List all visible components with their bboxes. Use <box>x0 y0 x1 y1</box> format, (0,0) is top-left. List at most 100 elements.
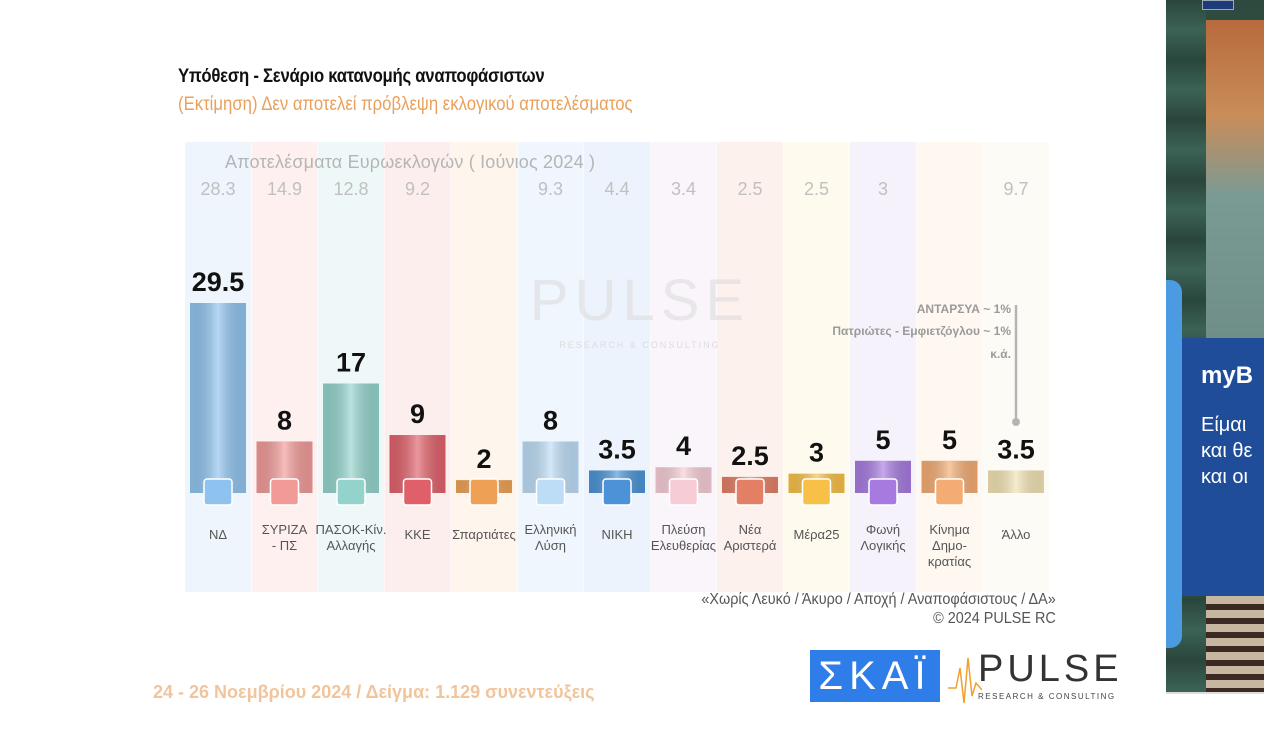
euro-result-label: 3 <box>878 179 888 199</box>
value-label: 29.5 <box>192 267 245 297</box>
niki-logo-icon <box>602 478 632 506</box>
value-label: 2.5 <box>731 441 769 471</box>
euro-result-label: 2.5 <box>737 179 762 199</box>
ad-photo <box>1206 20 1264 340</box>
euro-results-header: Αποτελέσματα Ευρωεκλογών ( Ιούνιος 2024 … <box>225 152 595 172</box>
category-label: Μέρα25 <box>794 527 840 542</box>
bar-shine <box>323 383 379 493</box>
annotation-line-3: κ.ά. <box>990 347 1011 361</box>
nea-aristera-logo-icon <box>735 478 765 506</box>
pulse-logo-text: PULSE <box>978 648 1123 690</box>
chart-subtitle: (Εκτίμηση) Δεν αποτελεί πρόβλεψη εκλογικ… <box>178 94 633 115</box>
mera25-logo-icon <box>801 478 832 506</box>
column-tint <box>717 142 783 592</box>
column-tint <box>251 142 318 592</box>
kke-logo-icon <box>402 478 433 506</box>
column-tint <box>318 142 384 592</box>
chart-slide: Υπόθεση - Σενάριο κατανομής αναποφάσιστω… <box>153 66 1119 708</box>
watermark-text: PULSE <box>530 268 750 333</box>
pulse-wave-icon <box>948 657 983 704</box>
euro-result-label: 9.3 <box>538 179 563 199</box>
ad-bottom-border <box>1166 692 1264 694</box>
copyright: © 2024 PULSE RC <box>933 610 1056 627</box>
category-label: ΠΑΣΟΚ-Κίν. <box>316 522 387 537</box>
ad-title[interactable]: myB <box>1201 362 1254 389</box>
category-label: Δημο- <box>932 538 967 553</box>
annotation-dot <box>1012 418 1020 426</box>
pulse-logo-subtext: RESEARCH & CONSULTING <box>978 692 1116 701</box>
value-label: 8 <box>277 405 292 435</box>
date-sample: 24 - 26 Νοεμβρίου 2024 / Δείγμα: 1.129 σ… <box>153 682 595 702</box>
category-label: Άλλο <box>1002 527 1031 542</box>
column-tint <box>384 142 451 592</box>
category-label: Αριστερά <box>724 538 777 553</box>
euro-result-label: 9.7 <box>1003 179 1028 199</box>
euro-result-label: 2.5 <box>804 179 829 199</box>
category-label: κρατίας <box>928 554 971 569</box>
skai-logo: ΣΚΑΪ <box>810 650 940 702</box>
euro-result-label: 9.2 <box>405 179 430 199</box>
euro-result-label: 3.4 <box>671 179 696 199</box>
pulse-watermark: PULSE RESEARCH & CONSULTING <box>530 268 750 350</box>
column-tint <box>650 142 717 592</box>
bar-shine <box>988 470 1044 493</box>
bar-shine <box>190 303 246 493</box>
pulse-logo: PULSE RESEARCH & CONSULTING <box>948 648 1119 708</box>
category-label: Κίνημα <box>929 522 970 537</box>
category-label: Νέα <box>739 522 762 537</box>
ad-text-line: και οι <box>1201 464 1252 490</box>
value-label: 3 <box>809 438 824 468</box>
value-label: 4 <box>676 431 691 461</box>
footer-note: «Χωρίς Λευκό / Άκυρο / Αποχή / Αναποφάσι… <box>702 590 1056 628</box>
advertisement-panel[interactable]: myB Είμαι και θε και οι <box>1166 0 1264 692</box>
column-tint <box>451 142 517 592</box>
ad-accent-tab <box>1166 280 1182 648</box>
elliniki-lysi-logo-icon <box>535 478 566 506</box>
ad-text-box[interactable] <box>1182 338 1264 596</box>
category-label: Φωνή <box>866 522 900 537</box>
category-label: Λύση <box>535 538 566 553</box>
category-label: ΝΔ <box>209 527 227 542</box>
kinima-dimokratias-logo-icon <box>934 478 965 506</box>
value-label: 3.5 <box>997 434 1035 464</box>
category-label: - ΠΣ <box>272 538 297 553</box>
euro-result-label: 12.8 <box>333 179 368 199</box>
euro-result-label: 4.4 <box>604 179 629 199</box>
value-label: 5 <box>875 425 890 455</box>
column-tint <box>916 142 983 592</box>
value-label: 3.5 <box>598 434 636 464</box>
category-label: Αλλαγής <box>327 538 376 553</box>
value-label: 5 <box>942 425 957 455</box>
category-label: Ελληνική <box>524 522 576 537</box>
ad-text-line: και θε <box>1201 440 1253 462</box>
chart-title: Υπόθεση - Σενάριο κατανομής αναποφάσιστω… <box>178 66 545 87</box>
others-annotation: ΑΝΤΑΡΣΥΑ ~ 1% Πατριώτες - Εμφιετζόγλου ~… <box>832 302 1020 426</box>
spartiates-logo-icon <box>469 478 499 506</box>
ad-text-line: Είμαι <box>1201 414 1247 436</box>
euro-result-label: 14.9 <box>267 179 302 199</box>
annotation-line-1: ΑΝΤΑΡΣΥΑ ~ 1% <box>917 302 1012 316</box>
column-tint <box>850 142 916 592</box>
watermark-subtext: RESEARCH & CONSULTING <box>559 340 720 350</box>
value-label: 17 <box>336 348 366 378</box>
column-tint <box>517 142 584 592</box>
value-label: 9 <box>410 399 425 429</box>
syriza-logo-icon <box>269 478 300 506</box>
euro-result-label: 28.3 <box>200 179 235 199</box>
ad-text-line-3: και οι <box>1201 466 1248 488</box>
pasok-logo-icon <box>336 478 366 506</box>
foni-logikis-logo-icon <box>868 478 898 506</box>
column-tint <box>783 142 850 592</box>
category-label: Λογικής <box>860 538 905 553</box>
category-label: ΣΥΡΙΖΑ <box>262 522 308 537</box>
ad-stairs-image <box>1206 596 1264 692</box>
annotation-line-2: Πατριώτες - Εμφιετζόγλου ~ 1% <box>832 324 1011 338</box>
column-tint <box>584 142 650 592</box>
value-label: 8 <box>543 405 558 435</box>
nd-logo-icon <box>203 478 233 506</box>
ad-text: Είμαι και θε και οι <box>1201 412 1252 490</box>
category-label: Σπαρτιάτες <box>452 527 516 542</box>
bar-chart: PULSE RESEARCH & CONSULTING Αποτελέσματα… <box>185 142 1044 592</box>
category-label: ΝΙΚΗ <box>601 527 632 542</box>
category-label: ΚΚΕ <box>404 527 430 542</box>
